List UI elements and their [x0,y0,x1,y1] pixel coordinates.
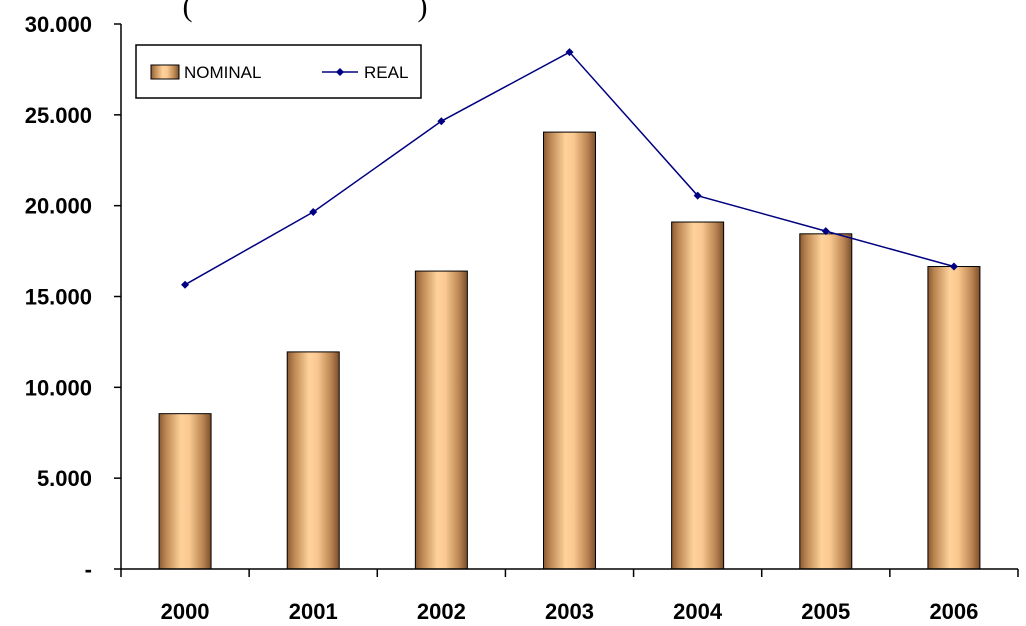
x-tick-label: 2003 [545,599,594,624]
legend-label-nominal: NOMINAL [184,63,261,82]
bar-nominal-2001 [286,351,340,570]
bar-nominal-2002 [414,270,468,570]
legend-box [135,44,422,99]
bar-nominal-2004 [671,221,725,570]
y-tick-label: 10.000 [25,375,92,400]
bars-layer [158,131,981,570]
real-point-2003 [565,48,574,57]
y-tick-label: - [85,557,92,582]
x-tick-label: 2001 [289,599,338,624]
x-tick-label: 2006 [929,599,978,624]
real-point-2005 [821,227,830,236]
real-point-2002 [437,117,446,126]
x-tick-label: 2005 [801,599,850,624]
x-tick-label: 2000 [161,599,210,624]
x-tick-label: 2004 [673,599,723,624]
legend: NOMINAL REAL [135,44,422,99]
legend-swatch-nominal [150,64,180,80]
y-tick-label: 30.000 [25,12,92,37]
y-tick-label: 15.000 [25,285,92,310]
y-tick-label: 25.000 [25,103,92,128]
real-point-2001 [309,208,318,217]
legend-swatch-real-marker [336,68,344,76]
y-tick-label: 5.000 [37,466,92,491]
legend-label-real: REAL [364,63,408,82]
real-point-2006 [949,262,958,271]
bar-nominal-2005 [799,233,853,570]
real-point-2000 [181,280,190,289]
real-line-layer [181,48,958,289]
bar-nominal-2003 [543,131,596,570]
chart-title: ( ) [183,0,428,23]
x-tick-label: 2002 [417,599,466,624]
axes-layer: - 5.000 10.000 15.000 20.000 25.000 30.000 2000… [25,12,1019,624]
y-tick-label: 20.000 [25,194,92,219]
bar-nominal-2006 [927,266,981,570]
real-point-2004 [693,191,702,200]
bar-nominal-2000 [158,413,212,570]
